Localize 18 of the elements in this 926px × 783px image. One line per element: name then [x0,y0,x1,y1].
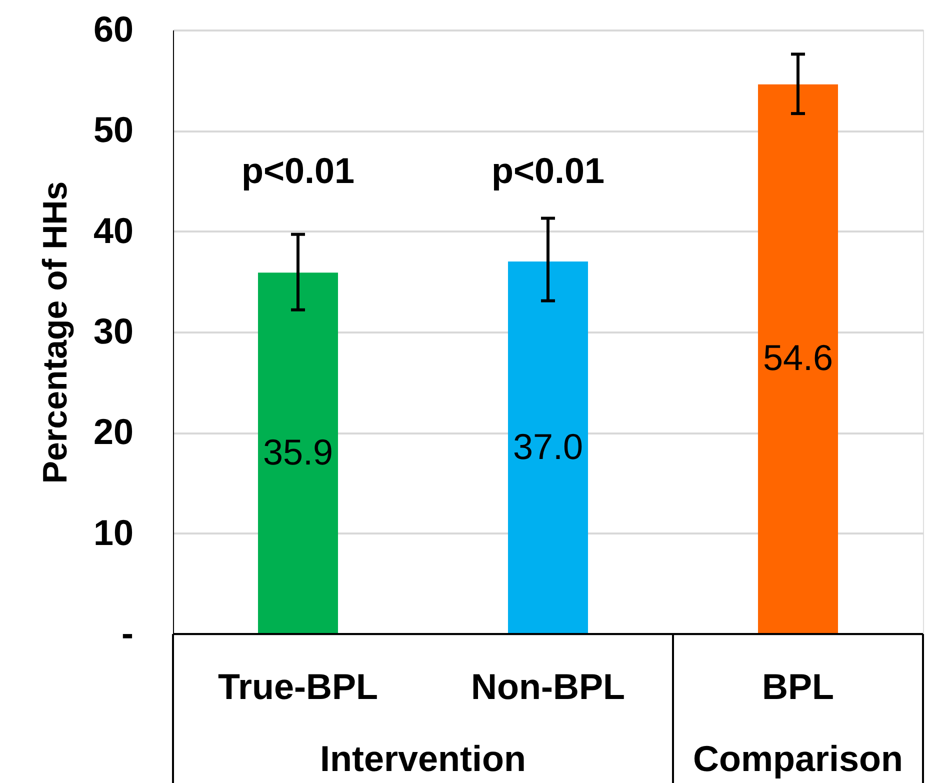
y-tick-label: 30 [93,310,134,352]
x-tick-label: True-BPL [218,666,378,707]
y-tick-label: 20 [93,411,134,452]
x-tick-label: BPL [762,666,834,707]
y-tick-label: - [122,612,134,654]
x-tick-label: Non-BPL [471,666,625,707]
y-tick-label: 60 [93,8,134,50]
y-tick-label: 50 [93,109,134,150]
y-tick-label: 10 [93,512,134,553]
annotation: p<0.01 [491,150,605,191]
text: Comparison [692,738,904,779]
data-label: 54.6 [762,337,834,378]
data-label: 37.0 [512,426,584,467]
annotation: p<0.01 [241,150,355,191]
data-label: 35.9 [262,431,334,472]
text: Intervention [320,738,526,779]
y-axis-title: Percentage of HHs [36,181,74,484]
y-tick-label: 40 [93,210,134,251]
